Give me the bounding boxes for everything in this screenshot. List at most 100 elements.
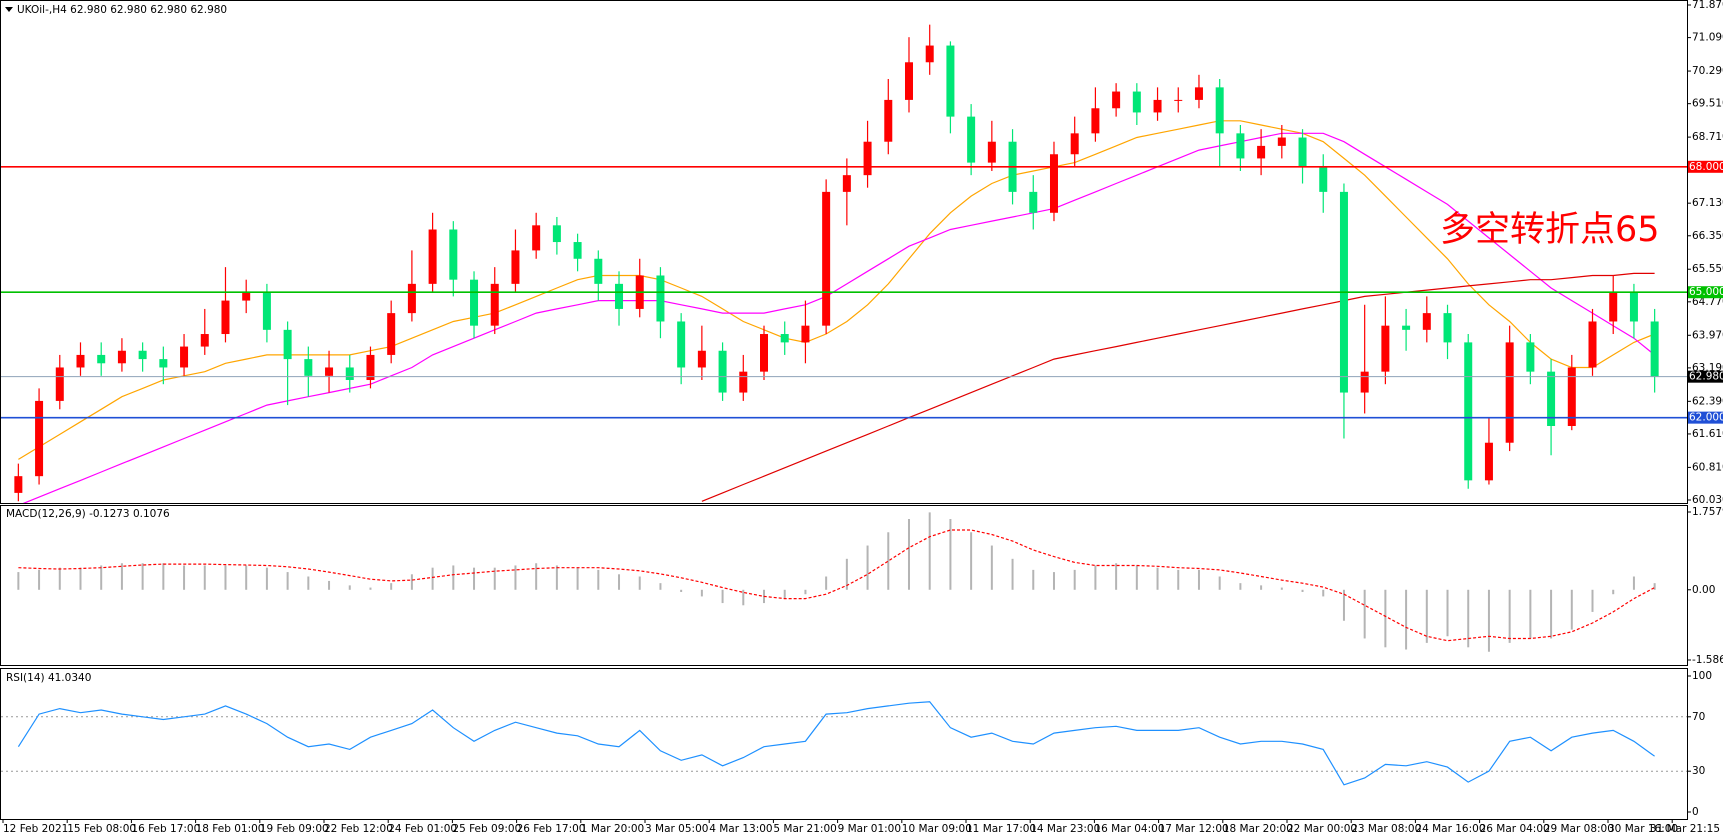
panel-plot xyxy=(14,24,1659,503)
level-price-box xyxy=(1688,286,1723,299)
candle-body xyxy=(1402,325,1411,330)
x-tick-label: 17 Mar 12:00 xyxy=(1159,823,1229,835)
level-price-label: 62.000 xyxy=(1689,412,1723,424)
x-tick-label: 1 Mar 20:00 xyxy=(581,823,644,835)
candle-body xyxy=(718,350,727,393)
candle-body xyxy=(407,283,416,314)
menu-arrow[interactable] xyxy=(5,7,13,12)
x-tick-label: 15 Feb 08:00 xyxy=(67,823,136,835)
candle-body xyxy=(904,62,913,100)
candle-body xyxy=(552,225,561,243)
candle-body xyxy=(594,258,603,284)
x-tick-label: 18 Mar 20:00 xyxy=(1223,823,1293,835)
candle-body xyxy=(325,367,334,376)
y-tick-label: 30 xyxy=(1692,765,1705,777)
y-tick-label: 71.870 xyxy=(1692,0,1723,11)
candle-body xyxy=(1360,371,1369,393)
x-tick-label: 18 Feb 01:00 xyxy=(196,823,265,835)
candle-body xyxy=(1588,321,1597,368)
level-price-box xyxy=(1688,370,1723,383)
x-tick-label: 26 Feb 17:00 xyxy=(517,823,586,835)
candle-body xyxy=(1629,292,1638,322)
moving-average xyxy=(701,272,1655,502)
candle-body xyxy=(428,229,437,284)
panel-plot xyxy=(1,701,1687,786)
y-tick-label: 61.610 xyxy=(1692,428,1723,440)
y-tick-label: 1.7579 xyxy=(1692,506,1723,518)
macd-panel xyxy=(0,505,1688,666)
candle-body xyxy=(221,300,230,335)
main-panel xyxy=(0,0,1688,504)
y-tick-label: 64.770 xyxy=(1692,296,1723,308)
candle-body xyxy=(117,350,126,364)
x-tick-label: 22 Mar 00:00 xyxy=(1287,823,1357,835)
y-tick-label: 62.390 xyxy=(1692,395,1723,407)
x-tick-label: 24 Feb 01:00 xyxy=(388,823,457,835)
y-tick-label: 69.510 xyxy=(1692,98,1723,110)
y-tick-label: 71.090 xyxy=(1692,32,1723,44)
candle-body xyxy=(615,283,624,309)
candle-body xyxy=(1505,342,1514,443)
x-tick-label: 23 Mar 08:00 xyxy=(1351,823,1421,835)
candle-body xyxy=(822,191,831,326)
x-tick-label: 29 Mar 08:00 xyxy=(1544,823,1614,835)
y-tick-label: 70.290 xyxy=(1692,65,1723,77)
candle-body xyxy=(159,359,168,368)
candle-body xyxy=(863,141,872,176)
candle-body xyxy=(1236,133,1245,159)
candle-body xyxy=(946,45,955,117)
candle-body xyxy=(35,400,44,477)
candle-body xyxy=(97,354,106,364)
candle-body xyxy=(780,334,789,343)
x-tick-label: 16 Feb 17:00 xyxy=(131,823,200,835)
symbol-title: UKOil-,H4 62.980 62.980 62.980 62.980 xyxy=(17,4,227,16)
x-tick-label: 3 Mar 05:00 xyxy=(645,823,708,835)
candle-body xyxy=(345,367,354,381)
candle-body xyxy=(180,346,189,368)
x-tick-label: 10 Mar 09:00 xyxy=(902,823,972,835)
candle-body xyxy=(987,141,996,163)
candle-body xyxy=(884,99,893,142)
candle-body xyxy=(656,275,665,322)
macd-signal xyxy=(18,529,1655,642)
candle-body xyxy=(925,45,934,63)
x-tick-label: 30 Mar 16:00 xyxy=(1608,823,1678,835)
panel-plot xyxy=(17,512,1656,652)
candle-body xyxy=(1215,87,1224,134)
x-tick-label: 12 Feb 2021 xyxy=(3,823,68,835)
y-tick-label: 70 xyxy=(1692,711,1705,723)
x-tick-label: 16 Mar 04:00 xyxy=(1094,823,1164,835)
candle-body xyxy=(760,334,769,372)
candle-body xyxy=(14,476,23,493)
x-tick-label: 9 Mar 01:00 xyxy=(838,823,901,835)
candle-body xyxy=(1091,108,1100,134)
level-price-box xyxy=(1688,411,1723,424)
candle-body xyxy=(1132,91,1141,113)
candle-body xyxy=(304,359,313,376)
candle-body xyxy=(739,371,748,393)
candle-body xyxy=(200,334,209,347)
rsi-title: RSI(14) 41.0340 xyxy=(6,672,91,684)
annotation: 多空转折点65 xyxy=(1440,210,1660,250)
candle-body xyxy=(1070,133,1079,155)
candle-body xyxy=(1112,91,1121,109)
candle-body xyxy=(1298,137,1307,167)
moving-average xyxy=(22,132,1655,503)
candle-body xyxy=(1174,99,1183,101)
candle-body xyxy=(511,250,520,284)
candle-body xyxy=(1526,342,1535,372)
x-tick-label: 14 Mar 23:00 xyxy=(1030,823,1100,835)
candle-body xyxy=(470,279,479,326)
x-tick-label: 4 Mar 13:00 xyxy=(709,823,772,835)
candle-body xyxy=(1381,325,1390,372)
x-tick-label: 11 Mar 17:00 xyxy=(966,823,1036,835)
candle-body xyxy=(1484,442,1493,481)
candle-body xyxy=(387,313,396,355)
x-tick-label: 31 Mar 21:15 xyxy=(1650,823,1720,835)
candle-body xyxy=(1650,321,1659,377)
y-tick-label: 100 xyxy=(1692,670,1712,682)
candle-body xyxy=(1609,292,1618,322)
y-tick-label: 63.970 xyxy=(1692,329,1723,341)
candle-body xyxy=(449,229,458,280)
